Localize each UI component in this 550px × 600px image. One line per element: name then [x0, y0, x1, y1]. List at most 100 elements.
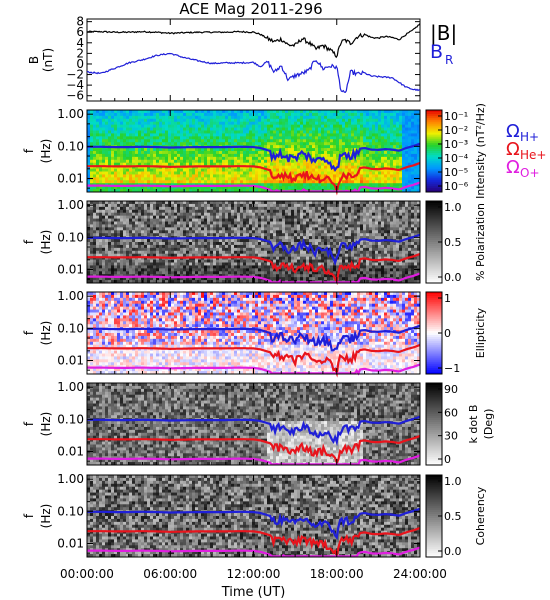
spectrogram-cell — [201, 224, 205, 228]
spectrogram-cell — [138, 268, 142, 272]
spectrogram-cell — [114, 268, 118, 272]
spectrogram-cell — [93, 165, 97, 169]
spectrogram-cell — [195, 180, 199, 184]
spectrogram-cell — [123, 168, 127, 172]
spectrogram-cell — [240, 142, 244, 146]
spectrogram-cell — [165, 130, 169, 134]
spectrogram-cell — [219, 277, 223, 281]
spectrogram-cell — [231, 174, 235, 178]
spectrogram-cell — [159, 262, 163, 266]
spectrogram-cell — [333, 133, 337, 137]
b-ytick-label: −4 — [66, 78, 84, 92]
spectrogram-cell — [198, 206, 202, 211]
spectrogram-cell — [315, 115, 319, 120]
spectrogram-cell — [384, 156, 388, 161]
spectrogram-cell — [183, 171, 187, 175]
spectrogram-cell — [243, 227, 247, 231]
spectrogram-cell — [228, 110, 232, 114]
spectrogram-cell — [96, 268, 100, 272]
spectrogram-cell — [273, 233, 277, 237]
spectrogram-cell — [120, 127, 124, 131]
spectrogram-cell — [210, 244, 214, 249]
spectrogram-cell — [222, 227, 226, 231]
spectrogram-cell — [267, 215, 271, 219]
spectrogram-cell — [234, 142, 238, 146]
spectrogram-cell — [123, 124, 127, 128]
spectrogram-cell — [393, 127, 397, 131]
spectrogram-cell — [222, 118, 226, 123]
spectrogram-cell — [252, 247, 256, 252]
spectrogram-cell — [96, 159, 100, 164]
spectrogram-cell — [204, 130, 208, 134]
spectrogram-cell — [111, 206, 115, 211]
spectrogram-cell — [252, 221, 256, 225]
spectrogram-cell — [369, 177, 373, 181]
spectrogram-cell — [411, 115, 415, 120]
spectrogram-cell — [393, 118, 397, 123]
spectrogram-cell — [321, 165, 325, 169]
spectrogram-cell — [162, 133, 166, 137]
spectrogram-cell — [258, 280, 262, 284]
spectrogram-cell — [312, 174, 316, 178]
spectrogram-cell — [162, 174, 166, 178]
spectrogram-cell — [339, 151, 343, 155]
spectrogram-cell — [207, 242, 211, 246]
spectrogram-cell — [138, 247, 142, 252]
spectrogram-cell — [348, 112, 352, 117]
spectrogram-cell — [150, 224, 154, 228]
spectrogram-cell — [120, 271, 124, 275]
spectrogram-cell — [375, 159, 379, 164]
spectrogram-cell — [189, 277, 193, 281]
spectrogram-cell — [384, 139, 388, 143]
spectrogram-cell — [183, 221, 187, 225]
spectrogram-cell — [408, 159, 412, 164]
spectrogram-cell — [177, 239, 181, 243]
spectrogram-cell — [249, 224, 253, 228]
spectrogram-cell — [132, 186, 136, 190]
spectrogram-cell — [270, 271, 274, 275]
spectrogram-cell — [120, 268, 124, 272]
spectrogram-cell — [96, 221, 100, 225]
spectrogram-cell — [330, 168, 334, 172]
spectrogram-cell — [177, 203, 181, 208]
spectrogram-cell — [381, 124, 385, 128]
spectrogram-cell — [96, 277, 100, 281]
spectrogram-cell — [246, 277, 250, 281]
spectrogram-cell — [129, 136, 133, 140]
spectrogram-cell — [411, 148, 415, 152]
spectrogram-cell — [195, 265, 199, 269]
spectrogram-cell — [330, 136, 334, 140]
spectrogram-cell — [363, 162, 367, 167]
spectrogram-cell — [234, 280, 238, 284]
spectrogram-cell — [120, 253, 124, 258]
spectrogram-cell — [255, 189, 259, 193]
spectrogram-cell — [111, 136, 115, 140]
spectrogram-cell — [153, 247, 157, 252]
spectrogram-cell — [120, 242, 124, 246]
spectrogram-cell — [345, 151, 349, 155]
spectrogram-cell — [333, 142, 337, 146]
spectrogram-cell — [261, 268, 265, 272]
spectrogram-cell — [147, 189, 151, 193]
spectrogram-cell — [216, 156, 220, 161]
spectrogram-cell — [396, 130, 400, 134]
spectrogram-cell — [249, 174, 253, 178]
spectrogram-cell — [258, 259, 262, 263]
spectrogram-cell — [90, 121, 94, 126]
spectrogram-cell — [390, 145, 394, 149]
spectrogram-cell — [258, 127, 262, 131]
spectrogram-cell — [384, 174, 388, 178]
spectrogram-cell — [390, 165, 394, 169]
spectrogram-cell — [243, 186, 247, 190]
spectrogram-cell — [165, 115, 169, 120]
spectrogram-cell — [117, 203, 121, 208]
spectrogram-cell — [237, 277, 241, 281]
spectrogram-cell — [93, 148, 97, 152]
spectrogram-cell — [210, 156, 214, 161]
spectrogram-cell — [165, 139, 169, 143]
spectrogram-cell — [117, 159, 121, 164]
spectrogram-cell — [402, 180, 406, 184]
spectrogram-cell — [306, 133, 310, 137]
spectrogram-cell — [171, 174, 175, 178]
spectrogram-cell — [207, 151, 211, 155]
